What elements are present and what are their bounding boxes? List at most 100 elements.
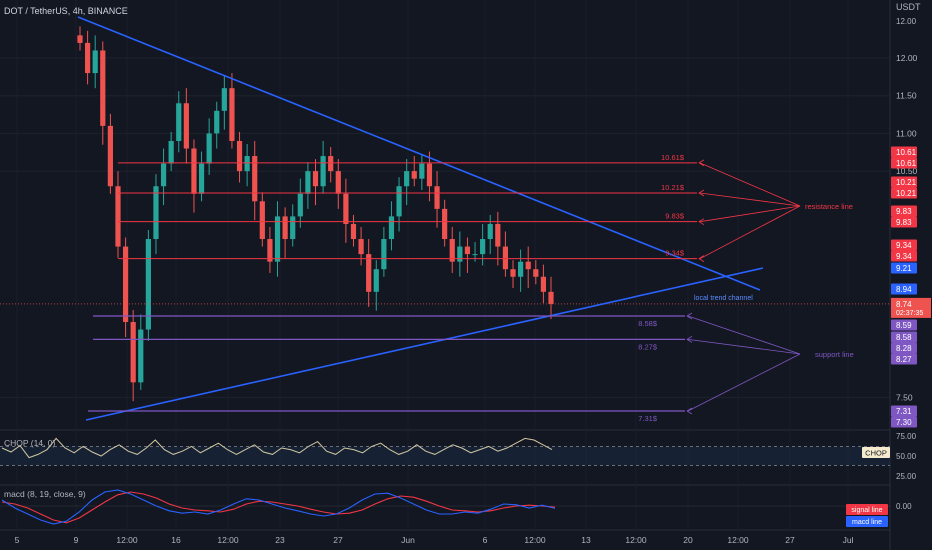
time-axis[interactable]: 5 9 12:00 16 12:00 23 27 Jun 6 12:00 13 12:00 20 12:0… <box>15 535 854 545</box>
price-badge <box>891 176 917 188</box>
arrowhead-icon <box>686 407 693 415</box>
time-tick-label: 9 <box>74 535 79 545</box>
candle-body <box>396 186 402 217</box>
price-badge-label: 9.83 <box>896 207 912 216</box>
time-tick-label: 12:00 <box>727 535 749 545</box>
price-tick-label: 7.50 <box>896 392 913 402</box>
arrowhead-icon <box>698 218 705 226</box>
price-badge <box>891 283 917 295</box>
candle-body <box>153 186 159 240</box>
descending-trend-line[interactable] <box>77 16 761 291</box>
resistance-pointer-arrow <box>699 162 801 207</box>
signal-line <box>1 491 556 524</box>
candle-body <box>214 110 220 134</box>
price-badge <box>891 331 917 343</box>
price-tick-top: 12.00 <box>896 17 917 26</box>
resistance-pointer-arrow <box>699 205 801 259</box>
candle-body <box>540 276 547 292</box>
drawing-layer[interactable]: local trend channel 10.61$ 10.21$ 9.83$ 9.34… <box>0 16 890 423</box>
candle-body <box>373 269 379 292</box>
price-badge-label: 8.28 <box>896 344 912 353</box>
candle-body <box>305 171 311 194</box>
candle-body <box>168 140 174 164</box>
price-badge-label: 9.34 <box>896 252 912 261</box>
candle-body <box>495 223 501 247</box>
price-badge-label: 7.30 <box>896 418 912 427</box>
price-badge-label: 9.34 <box>896 241 912 250</box>
candle-body <box>290 216 296 240</box>
candle-body <box>122 246 129 323</box>
time-tick-label: 5 <box>15 535 20 545</box>
price-badge-label: 9.21 <box>896 264 912 273</box>
price-badge <box>891 342 917 354</box>
resistance-level-label: 9.83$ <box>665 212 685 221</box>
trend-channel-label: local trend channel <box>694 295 753 302</box>
candle-body <box>457 246 463 262</box>
price-badge <box>891 216 917 228</box>
candle-body <box>176 103 182 141</box>
candle-body <box>350 223 357 240</box>
price-badge <box>891 319 917 331</box>
support-pointer-arrow <box>687 315 801 355</box>
candle-body <box>138 329 144 383</box>
series-badge-label: signal line <box>851 507 882 514</box>
candle-body <box>160 163 167 187</box>
candle-body <box>77 35 83 43</box>
candle-body <box>388 216 395 240</box>
candle-body <box>487 223 493 240</box>
time-tick-label: 27 <box>333 535 343 545</box>
candle-body <box>100 50 106 126</box>
candlestick-series <box>77 26 554 402</box>
price-badge-label: 8.94 <box>896 285 912 294</box>
macd-line <box>1 489 556 525</box>
candle-body <box>449 239 455 262</box>
candle-body <box>404 171 410 187</box>
resistance-level-label: 10.61$ <box>661 153 685 162</box>
arrowhead-icon <box>698 159 705 167</box>
price-tick-label: 11.50 <box>896 91 917 101</box>
chop-badge-label: CHOP <box>865 449 887 458</box>
candle-countdown: 02:37:35 <box>896 310 923 317</box>
macd-tick-label: 0.00 <box>896 502 912 511</box>
signal-line-badge <box>846 504 888 515</box>
price-badge-label: 8.59 <box>896 321 912 330</box>
ascending-trend-line[interactable] <box>85 267 764 421</box>
support-level-label: 8.58$ <box>638 319 658 328</box>
resistance-level-label: 10.21$ <box>661 183 685 192</box>
currency-label: USDT <box>896 2 921 12</box>
candle-body <box>343 193 349 224</box>
price-badge <box>891 146 917 158</box>
candle-body <box>366 254 372 292</box>
price-badge <box>891 405 917 417</box>
candle-body <box>312 171 319 187</box>
arrowhead-icon <box>698 189 705 197</box>
chop-title: CHOP (14, 0) <box>4 438 56 448</box>
candle-body <box>282 216 288 240</box>
price-tick-label: 10.50 <box>896 166 918 176</box>
price-axis-background <box>890 0 932 550</box>
support-annotation: support line <box>815 350 854 359</box>
price-badge <box>891 250 917 262</box>
chop-tick-label: 25.00 <box>896 472 917 481</box>
time-tick-label: 12:00 <box>116 535 138 545</box>
arrowhead-icon <box>698 255 705 262</box>
candle-body <box>198 163 205 194</box>
time-tick-label: 16 <box>171 535 181 545</box>
price-tick-label: 12.00 <box>896 53 918 63</box>
candle-body <box>229 88 235 141</box>
candle-body <box>480 239 486 255</box>
time-tick-label: 12:00 <box>625 535 647 545</box>
price-badge-label: 10.21 <box>896 178 917 187</box>
resistance-pointer-arrow <box>699 192 801 207</box>
price-badge <box>891 416 917 428</box>
candle-body <box>115 186 121 247</box>
price-axis[interactable]: 12.00 11.50 11.00 10.50 7.50 10.61 10.61 10.21 1… <box>889 0 932 550</box>
candle-body <box>221 88 227 111</box>
candle-body <box>419 163 425 179</box>
time-tick-label: 23 <box>275 535 285 545</box>
candle-body <box>548 291 554 304</box>
price-badge <box>891 262 917 274</box>
candle-body <box>426 163 433 187</box>
